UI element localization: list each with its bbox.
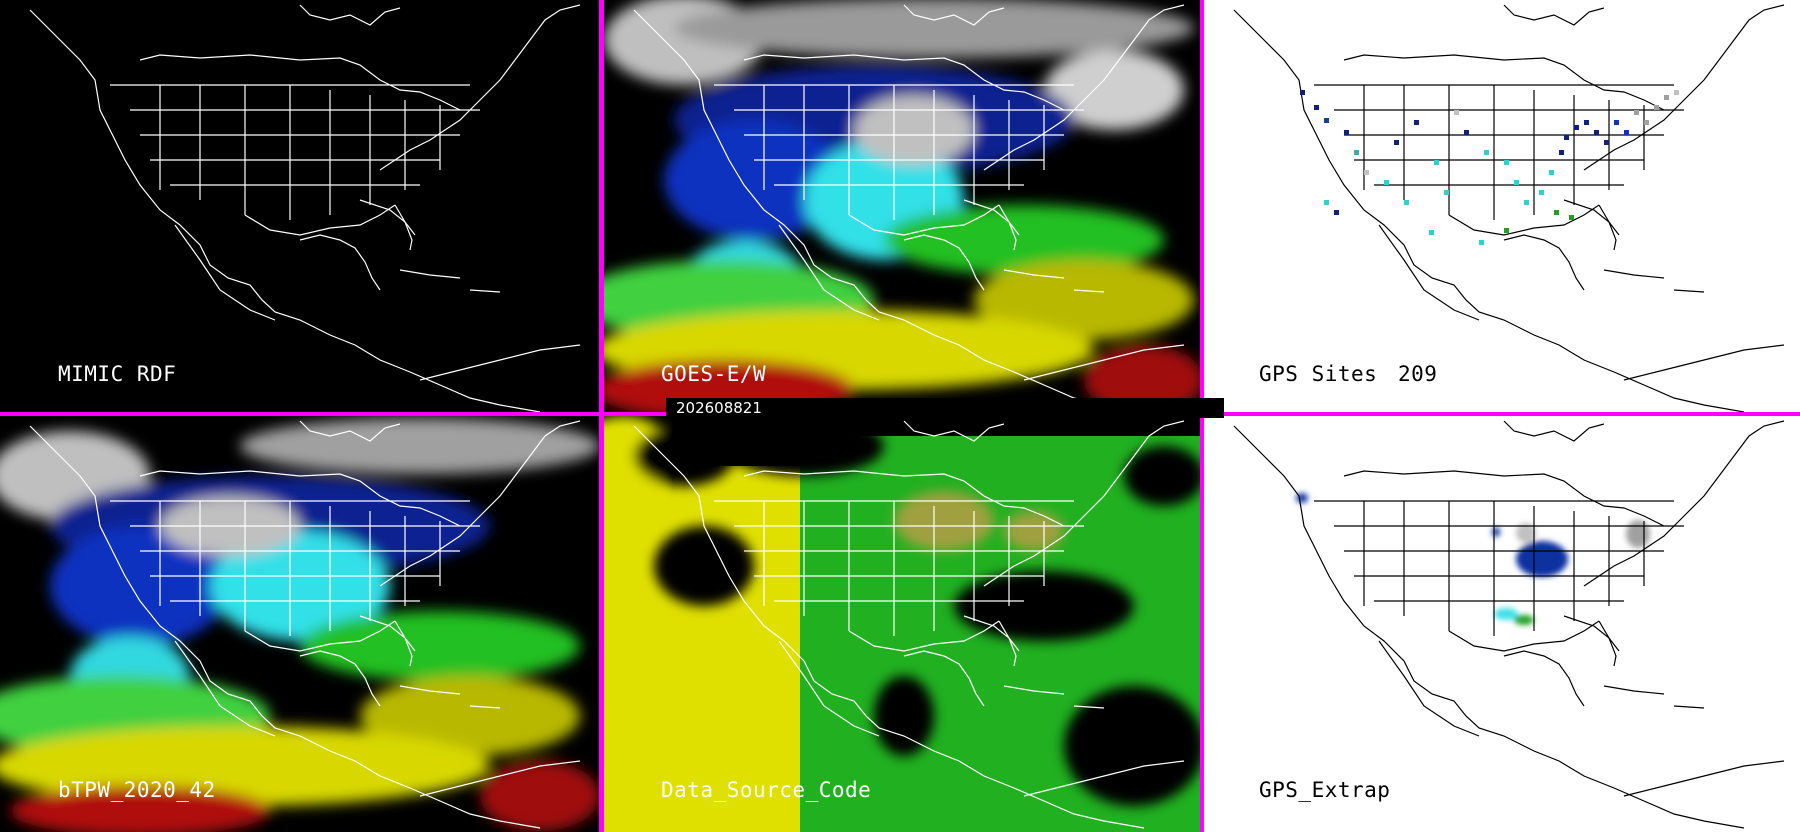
gps-site-marker [1324,200,1329,205]
panel-label-goes: GOES-E/W [661,362,767,386]
gps-site-marker [1344,130,1349,135]
map-gps-extrap [1233,420,1785,829]
gps-site-marker [1674,90,1679,95]
map-goes [604,0,1200,412]
panel-label-data-source-code: Data_Source_Code [661,778,872,802]
gps-site-marker [1569,215,1574,220]
map-data-source-code [604,416,1200,832]
panel-mimic-rdf: MIMIC RDF [0,0,599,412]
gps-site-marker [1364,170,1369,175]
gps-site-marker [1334,210,1339,215]
panel-label-gps-extrap: GPS_Extrap [1259,778,1391,802]
gps-site-marker [1354,150,1359,155]
gps-site-marker [1614,120,1619,125]
gps-site-marker [1574,125,1579,130]
gps-site-marker [1549,170,1554,175]
gps-site-marker [1434,160,1439,165]
panel-gps-sites: GPS Sites 209 [1204,0,1800,412]
gps-site-marker [1504,160,1509,165]
gps-site-marker [1504,228,1509,233]
gps-site-marker [1584,120,1589,125]
gps-site-marker [1554,210,1559,215]
map-btpw [0,418,599,832]
gps-site-markers [1300,90,1679,245]
panel-label-gps-sites: GPS Sites [1259,362,1378,386]
gps-site-marker [1429,230,1434,235]
gps-site-marker [1634,110,1639,115]
gps-site-marker [1384,180,1389,185]
gps-site-marker [1414,120,1419,125]
map-mimic [29,4,581,412]
panel-label-btpw: bTPW_2020_42 [58,778,216,802]
gps-site-marker [1594,130,1599,135]
gps-site-marker [1479,240,1484,245]
gps-site-marker [1539,190,1544,195]
panel-goes: GOES-E/W [604,0,1200,412]
panel-label-mimic: MIMIC RDF [58,362,177,386]
gps-site-marker [1464,130,1469,135]
gps-site-marker [1454,110,1459,115]
gps-site-marker [1314,105,1319,110]
gps-site-marker [1559,150,1564,155]
gps-site-marker [1394,140,1399,145]
gps-site-marker [1444,190,1449,195]
timestamp-bar: 202608821 [666,398,1224,418]
gps-site-marker [1404,200,1409,205]
gps-site-marker [1604,140,1609,145]
gps-site-marker [1644,120,1649,125]
gps-site-marker [1524,200,1529,205]
panel-btpw: bTPW_2020_42 [0,416,599,832]
gps-site-marker [1664,95,1669,100]
map-gps-sites [1233,4,1785,412]
gps-site-marker [1624,130,1629,135]
panel-data-source-code: Data_Source_Code [604,416,1200,832]
gps-site-marker [1654,105,1659,110]
panel-gps-extrap: GPS_Extrap [1204,416,1800,832]
gps-site-marker [1484,150,1489,155]
gps-site-marker [1564,135,1569,140]
gps-site-count: 209 [1398,362,1438,386]
gps-site-marker [1300,90,1305,95]
gps-site-marker [1514,180,1519,185]
gps-site-marker [1324,118,1329,123]
